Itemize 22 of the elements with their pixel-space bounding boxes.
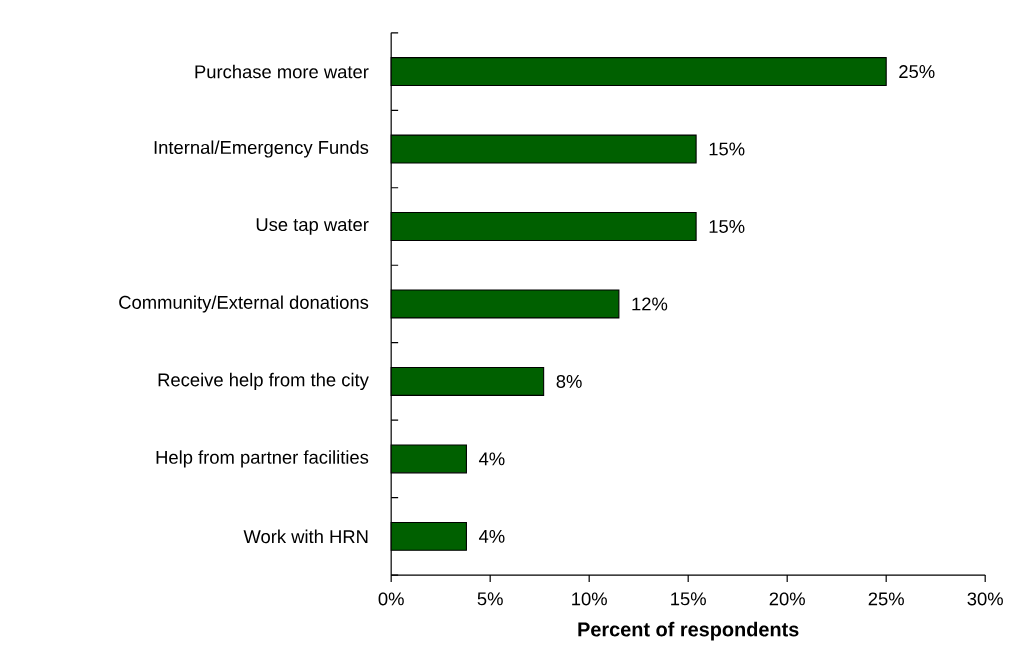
x-tick-label: 30%: [967, 592, 1003, 606]
x-tick-label: 15%: [671, 592, 706, 606]
y-tick-label: Help from partner facilities: [156, 450, 369, 468]
y-tick-label: Internal/Emergency Funds: [154, 140, 369, 158]
data-label: 12%: [632, 297, 668, 311]
y-tick-label: Community/External donations: [119, 295, 369, 313]
y-tick-label: Receive help from the city: [158, 373, 369, 391]
data-label: 4%: [478, 452, 505, 466]
x-tick-label: 20%: [769, 592, 805, 606]
x-tick-label: 10%: [572, 592, 607, 606]
data-label: 4%: [478, 530, 505, 544]
y-tick-label: Use tap water: [256, 218, 369, 235]
data-label: 8%: [556, 375, 582, 389]
x-tick-label: 5%: [477, 592, 503, 606]
x-axis-title: Percent of respondents: [578, 622, 799, 641]
y-tick-label: Work with HRN: [243, 529, 368, 544]
y-tick-label: Purchase more water: [195, 65, 369, 79]
x-tick-label: 25%: [868, 592, 904, 606]
data-label: 25%: [899, 65, 935, 79]
x-tick-label: 0%: [378, 592, 404, 606]
data-label: 15%: [709, 142, 745, 156]
data-label: 15%: [709, 220, 745, 234]
